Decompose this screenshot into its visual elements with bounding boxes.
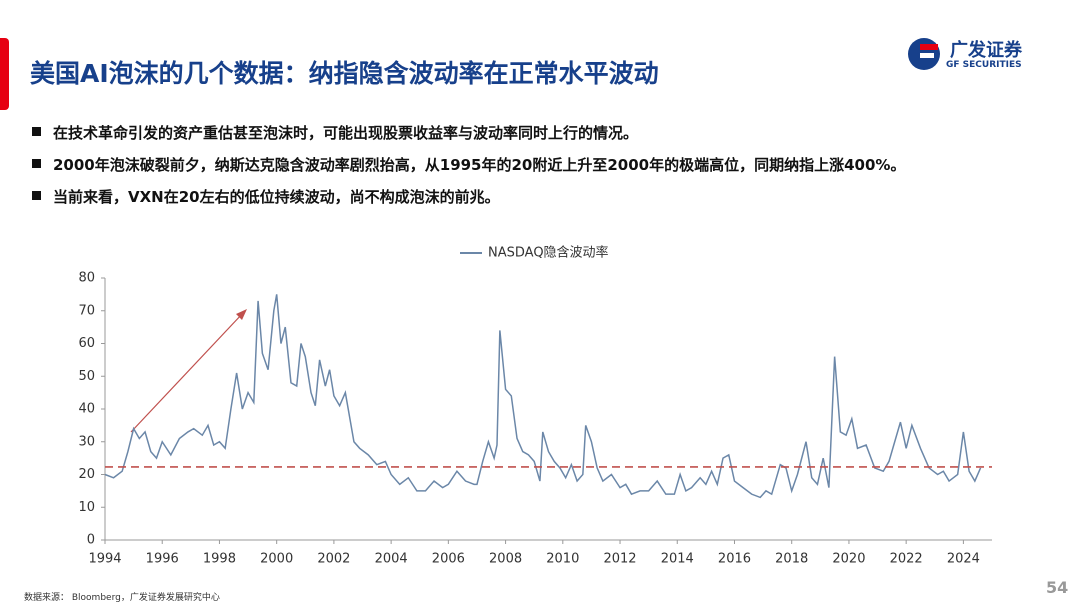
x-tick-label: 2006 bbox=[432, 552, 465, 567]
x-tick-label: 2020 bbox=[832, 552, 865, 567]
legend-label: NASDAQ隐含波动率 bbox=[488, 245, 609, 261]
y-tick-label: 20 bbox=[78, 467, 95, 482]
x-tick-label: 2016 bbox=[718, 552, 751, 567]
bullet-text: 当前来看，VXN在20左右的低位持续波动，尚不构成泡沫的前兆。 bbox=[53, 188, 500, 206]
x-tick-label: 2002 bbox=[317, 552, 350, 567]
bullet-text: 在技术革命引发的资产重估甚至泡沫时，可能出现股票收益率与波动率同时上行的情况。 bbox=[53, 124, 639, 142]
y-tick-label: 0 bbox=[87, 533, 95, 548]
x-tick-label: 1994 bbox=[88, 552, 121, 567]
logo: 广发证券 GF SECURITIES bbox=[906, 36, 1046, 76]
bullet: 2000年泡沫破裂前夕，纳斯达克隐含波动率剧烈抬高，从1995年的20附近上升至… bbox=[32, 154, 905, 186]
y-tick-label: 70 bbox=[78, 303, 95, 318]
x-tick-label: 2014 bbox=[661, 552, 694, 567]
y-tick-label: 50 bbox=[78, 369, 95, 384]
x-tick-label: 2018 bbox=[775, 552, 808, 567]
slide-title: 美国AI泡沫的几个数据：纳指隐含波动率在正常水平波动 bbox=[30, 59, 659, 88]
bullet: 当前来看，VXN在20左右的低位持续波动，尚不构成泡沫的前兆。 bbox=[32, 186, 905, 218]
x-tick-label: 2004 bbox=[375, 552, 408, 567]
arrow-head bbox=[236, 309, 247, 320]
y-tick-label: 10 bbox=[78, 500, 95, 515]
logo-icon bbox=[908, 38, 940, 70]
series-line bbox=[104, 294, 982, 499]
logo-text: 广发证券 bbox=[950, 40, 1022, 61]
y-tick-label: 30 bbox=[78, 434, 95, 449]
x-tick-label: 2000 bbox=[260, 552, 293, 567]
annotation-arrow bbox=[130, 312, 244, 433]
chart: 0 10 20 30 40 50 60 70 80 1994 1996 1998 2000 2002 200… bbox=[78, 245, 992, 567]
y-tick-label: 60 bbox=[78, 336, 95, 351]
x-tick-label: 2010 bbox=[546, 552, 579, 567]
logo-subtext: GF SECURITIES bbox=[946, 60, 1022, 70]
page-number: 54 bbox=[1046, 578, 1069, 597]
x-tick-label: 2022 bbox=[890, 552, 923, 567]
bullet-text: 2000年泡沫破裂前夕，纳斯达克隐含波动率剧烈抬高，从1995年的20附近上升至… bbox=[53, 156, 906, 174]
x-tick-label: 2012 bbox=[603, 552, 636, 567]
accent-bar bbox=[0, 38, 9, 110]
source-note: 数据来源： Bloomberg，广发证券发展研究中心 bbox=[24, 593, 220, 603]
x-tick-label: 2008 bbox=[489, 552, 522, 567]
y-tick-label: 40 bbox=[78, 402, 95, 417]
x-tick-label: 1996 bbox=[146, 552, 179, 567]
x-tick-label: 1998 bbox=[203, 552, 236, 567]
x-tick-label: 2024 bbox=[947, 552, 980, 567]
bullet-list: 在技术革命引发的资产重估甚至泡沫时，可能出现股票收益率与波动率同时上行的情况。 … bbox=[32, 122, 905, 218]
bullet: 在技术革命引发的资产重估甚至泡沫时，可能出现股票收益率与波动率同时上行的情况。 bbox=[32, 122, 905, 154]
y-tick-label: 80 bbox=[78, 271, 95, 286]
